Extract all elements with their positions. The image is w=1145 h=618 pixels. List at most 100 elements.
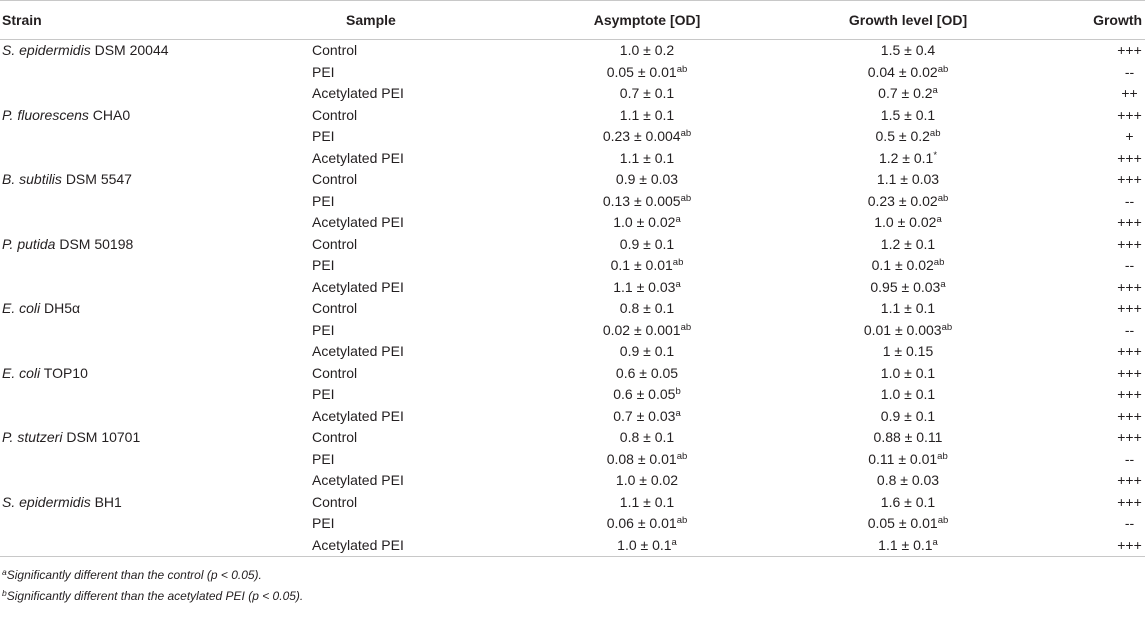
asymptote-value: 1.1 ± 0.03: [613, 278, 676, 295]
table-row: E. coli DH5α Control 0.8 ± 0.1 1.1 ± 0.1 +++: [0, 298, 1145, 320]
significance-mark: b: [675, 386, 681, 397]
cell-strain: [0, 148, 312, 170]
species-name: P. fluorescens: [2, 106, 89, 123]
cell-growth-level: 1.0 ± 0.02a: [778, 212, 1038, 234]
cell-asymptote: 0.8 ± 0.1: [516, 298, 778, 320]
significance-mark: ab: [676, 515, 688, 526]
significance-mark: *: [933, 149, 938, 161]
cell-strain: S. epidermidis DSM 20044: [0, 40, 312, 62]
cell-strain: E. coli TOP10: [0, 363, 312, 385]
species-name: E. coli: [2, 300, 41, 316]
cell-strain: [0, 191, 312, 213]
strain-id: CHA0: [92, 106, 131, 123]
cell-strain: P. fluorescens CHA0: [0, 105, 312, 127]
cell-growth-class: ++: [1121, 85, 1138, 101]
footnote-text: Significantly different than the acetyla…: [6, 589, 304, 603]
significance-mark: ab: [937, 515, 949, 526]
growth-level-value: 0.1 ± 0.02: [871, 257, 934, 273]
growth-level-value: 1.0 ± 0.02: [874, 214, 937, 230]
cell-growth-level: 1.1 ± 0.1: [778, 298, 1038, 320]
cell-asymptote: 1.1 ± 0.1: [516, 105, 778, 127]
cell-sample: PEI: [312, 450, 335, 467]
growth-level-value: 0.9 ± 0.1: [880, 407, 936, 424]
cell-sample: Acetylated PEI: [312, 214, 404, 230]
cell-growth-class: +++: [1117, 149, 1142, 166]
asymptote-value: 0.05 ± 0.01: [606, 63, 677, 80]
cell-asymptote: 1.0 ± 0.02a: [516, 212, 778, 234]
cell-sample: Control: [312, 171, 358, 187]
strain-id: DSM 10701: [66, 429, 141, 445]
cell-strain: [0, 212, 312, 234]
significance-mark: ab: [929, 128, 941, 139]
table-row: P. stutzeri DSM 10701 Control 0.8 ± 0.1 0.8…: [0, 427, 1145, 449]
cell-sample: Control: [312, 300, 358, 316]
cell-growth-level: 0.8 ± 0.03: [778, 470, 1038, 492]
growth-level-value: 1.2 ± 0.1: [880, 235, 936, 252]
table-row: P. fluorescens CHA0 Control 1.1 ± 0.1 1.5 ±…: [0, 105, 1145, 127]
asymptote-value: 1.0 ± 0.1: [617, 536, 672, 553]
cell-growth-class: --: [1124, 450, 1135, 467]
significance-mark: ab: [676, 450, 688, 462]
growth-level-value: 0.11 ± 0.01: [868, 450, 938, 467]
growth-level-value: 1.1 ± 0.03: [876, 171, 940, 187]
cell-asymptote: 0.02 ± 0.001ab: [516, 320, 778, 342]
growth-level-value: 1.2 ± 0.1: [878, 149, 934, 166]
significance-mark: a: [936, 214, 942, 225]
cell-asymptote: 0.1 ± 0.01ab: [516, 255, 778, 277]
cell-asymptote: 0.13 ± 0.005ab: [516, 191, 778, 213]
cell-sample: Acetylated PEI: [312, 278, 404, 295]
cell-growth-level: 0.95 ± 0.03a: [778, 277, 1038, 299]
table-row: PEI 0.1 ± 0.01ab 0.1 ± 0.02ab --: [0, 255, 1145, 277]
strain-id: TOP10: [43, 364, 88, 381]
cell-strain: S. epidermidis BH1: [0, 492, 312, 514]
cell-strain: [0, 62, 312, 84]
cell-asymptote: 1.0 ± 0.1a: [516, 534, 778, 557]
cell-asymptote: 0.9 ± 0.1: [516, 234, 778, 256]
cell-sample: Acetylated PEI: [312, 149, 404, 166]
species-name: S. epidermidis: [2, 493, 91, 510]
growth-level-value: 1.1 ± 0.1: [880, 300, 936, 316]
significance-mark: ab: [941, 321, 953, 333]
cell-strain: [0, 277, 312, 299]
growth-level-value: 0.04 ± 0.02: [867, 63, 938, 80]
strain-id: DH5α: [44, 300, 81, 316]
cell-asymptote: 0.9 ± 0.03: [516, 169, 778, 191]
asymptote-value: 0.7 ± 0.03: [613, 407, 676, 424]
footnote-mark: b: [2, 588, 7, 598]
asymptote-value: 0.8 ± 0.1: [619, 300, 675, 316]
cell-asymptote: 0.06 ± 0.01ab: [516, 513, 778, 535]
cell-strain: P. putida DSM 50198: [0, 234, 312, 256]
growth-level-value: 0.95 ± 0.03: [870, 278, 941, 295]
growth-level-value: 1.5 ± 0.1: [880, 106, 936, 123]
cell-growth-class: --: [1124, 257, 1135, 273]
table-row: Acetylated PEI 0.7 ± 0.03a 0.9 ± 0.1 +++: [0, 406, 1145, 428]
asymptote-value: 1.1 ± 0.1: [619, 149, 675, 166]
cell-sample: Acetylated PEI: [312, 407, 404, 424]
asymptote-value: 1.0 ± 0.02: [613, 214, 676, 230]
cell-sample: PEI: [312, 63, 335, 80]
significance-mark: a: [932, 536, 938, 548]
cell-growth-level: 1 ± 0.15: [778, 341, 1038, 363]
table-row: Acetylated PEI 1.1 ± 0.03a 0.95 ± 0.03a +++: [0, 277, 1145, 299]
cell-asymptote: 0.7 ± 0.03a: [516, 406, 778, 428]
cell-asymptote: 0.6 ± 0.05: [516, 363, 778, 385]
cell-growth-level: 1.2 ± 0.1*: [778, 148, 1038, 170]
cell-strain: P. stutzeri DSM 10701: [0, 427, 312, 449]
growth-level-value: 0.8 ± 0.03: [876, 472, 940, 488]
table-row: Acetylated PEI 0.9 ± 0.1 1 ± 0.15 +++: [0, 341, 1145, 363]
species-name: B. subtilis: [2, 171, 62, 187]
cell-growth-level: 0.7 ± 0.2a: [778, 83, 1038, 105]
table-row: PEI 0.06 ± 0.01ab 0.05 ± 0.01ab --: [0, 513, 1145, 535]
cell-asymptote: 1.1 ± 0.1: [516, 492, 778, 514]
asymptote-value: 0.9 ± 0.1: [619, 235, 675, 252]
table-row: Acetylated PEI 1.1 ± 0.1 1.2 ± 0.1* +++: [0, 148, 1145, 170]
asymptote-value: 0.1 ± 0.01: [610, 257, 673, 273]
significance-mark: ab: [937, 192, 949, 204]
header-asymptote: Asymptote [OD]: [516, 0, 778, 40]
growth-level-value: 0.01 ± 0.003: [863, 321, 942, 338]
cell-strain: E. coli DH5α: [0, 298, 312, 320]
cell-asymptote: 1.1 ± 0.1: [516, 148, 778, 170]
cell-sample: Control: [312, 106, 358, 123]
cell-growth-class: +++: [1117, 214, 1142, 230]
